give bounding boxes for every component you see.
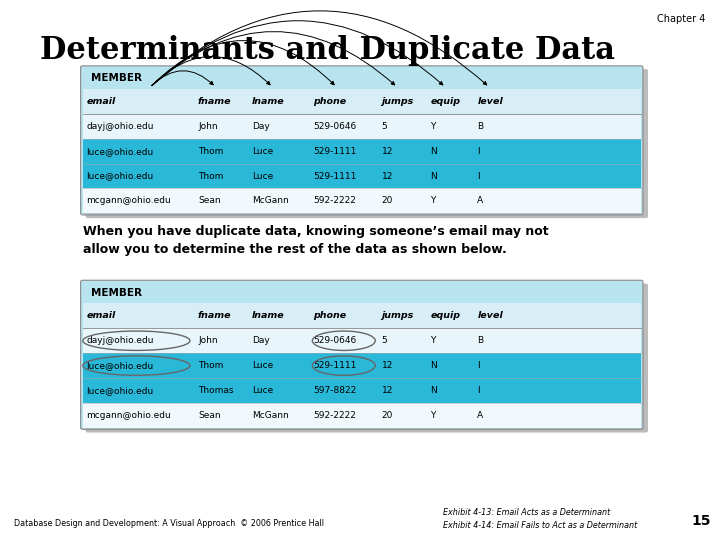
Text: jumps: jumps <box>382 97 414 106</box>
Text: 592-2222: 592-2222 <box>313 411 356 420</box>
Text: A: A <box>477 411 484 420</box>
Text: Thom: Thom <box>198 172 223 180</box>
FancyBboxPatch shape <box>83 403 641 428</box>
Text: Luce: Luce <box>252 361 274 370</box>
Text: 5: 5 <box>382 122 387 131</box>
Text: Luce: Luce <box>252 147 274 156</box>
Text: equip: equip <box>431 97 461 106</box>
FancyBboxPatch shape <box>86 284 648 433</box>
FancyBboxPatch shape <box>83 89 641 114</box>
Text: MEMBER: MEMBER <box>91 73 143 83</box>
Text: fname: fname <box>198 97 232 106</box>
Text: dayj@ohio.edu: dayj@ohio.edu <box>86 122 154 131</box>
Text: 529-1111: 529-1111 <box>313 172 356 180</box>
Text: N: N <box>431 361 437 370</box>
Text: mcgann@ohio.edu: mcgann@ohio.edu <box>86 197 171 205</box>
Text: dayj@ohio.edu: dayj@ohio.edu <box>86 336 154 345</box>
Text: Y: Y <box>431 411 436 420</box>
Text: equip: equip <box>431 312 461 320</box>
FancyBboxPatch shape <box>83 164 641 188</box>
FancyBboxPatch shape <box>83 139 641 164</box>
Text: N: N <box>431 386 437 395</box>
Text: Determinants and Duplicate Data: Determinants and Duplicate Data <box>40 35 615 66</box>
FancyBboxPatch shape <box>83 353 641 378</box>
Text: Sean: Sean <box>198 411 220 420</box>
Text: I: I <box>477 361 480 370</box>
Text: luce@ohio.edu: luce@ohio.edu <box>86 361 153 370</box>
Text: mcgann@ohio.edu: mcgann@ohio.edu <box>86 411 171 420</box>
FancyBboxPatch shape <box>83 188 641 213</box>
FancyBboxPatch shape <box>83 114 641 139</box>
Text: Exhibit 4-14: Email Fails to Act as a Determinant: Exhibit 4-14: Email Fails to Act as a De… <box>443 521 637 530</box>
FancyBboxPatch shape <box>81 66 643 215</box>
Text: level: level <box>477 97 503 106</box>
Text: email: email <box>86 312 116 320</box>
FancyBboxPatch shape <box>83 328 641 353</box>
Text: Y: Y <box>431 122 436 131</box>
Text: Luce: Luce <box>252 386 274 395</box>
Text: Day: Day <box>252 122 270 131</box>
Text: 12: 12 <box>382 172 393 180</box>
Text: Y: Y <box>431 197 436 205</box>
Text: 592-2222: 592-2222 <box>313 197 356 205</box>
Text: Day: Day <box>252 336 270 345</box>
Text: McGann: McGann <box>252 197 289 205</box>
Text: Luce: Luce <box>252 172 274 180</box>
Text: lname: lname <box>252 312 284 320</box>
Text: Database Design and Development: A Visual Approach  © 2006 Prentice Hall: Database Design and Development: A Visua… <box>14 519 325 528</box>
Text: Thom: Thom <box>198 361 223 370</box>
Text: N: N <box>431 172 437 180</box>
Text: 15: 15 <box>692 514 711 528</box>
Text: Sean: Sean <box>198 197 220 205</box>
Text: John: John <box>198 122 217 131</box>
Text: B: B <box>477 336 484 345</box>
Text: 529-0646: 529-0646 <box>313 122 356 131</box>
Text: 597-8822: 597-8822 <box>313 386 356 395</box>
Text: luce@ohio.edu: luce@ohio.edu <box>86 386 153 395</box>
FancyBboxPatch shape <box>83 378 641 403</box>
Text: lname: lname <box>252 97 284 106</box>
Text: When you have duplicate data, knowing someone’s email may not
allow you to deter: When you have duplicate data, knowing so… <box>83 225 549 256</box>
Text: I: I <box>477 172 480 180</box>
Text: I: I <box>477 147 480 156</box>
Text: A: A <box>477 197 484 205</box>
Text: luce@ohio.edu: luce@ohio.edu <box>86 172 153 180</box>
Text: 12: 12 <box>382 386 393 395</box>
Text: fname: fname <box>198 312 232 320</box>
FancyBboxPatch shape <box>86 69 648 218</box>
Text: 5: 5 <box>382 336 387 345</box>
Text: luce@ohio.edu: luce@ohio.edu <box>86 147 153 156</box>
Text: jumps: jumps <box>382 312 414 320</box>
Text: Exhibit 4-13: Email Acts as a Determinant: Exhibit 4-13: Email Acts as a Determinan… <box>443 508 610 517</box>
Text: Chapter 4: Chapter 4 <box>657 14 706 24</box>
Text: Y: Y <box>431 336 436 345</box>
Text: McGann: McGann <box>252 411 289 420</box>
FancyBboxPatch shape <box>83 303 641 328</box>
Text: email: email <box>86 97 116 106</box>
Text: N: N <box>431 147 437 156</box>
Text: 12: 12 <box>382 361 393 370</box>
Text: Thom: Thom <box>198 147 223 156</box>
Text: 529-0646: 529-0646 <box>313 336 356 345</box>
FancyBboxPatch shape <box>81 280 643 429</box>
Text: phone: phone <box>313 97 346 106</box>
Text: 20: 20 <box>382 411 393 420</box>
Text: 529-1111: 529-1111 <box>313 147 356 156</box>
Text: phone: phone <box>313 312 346 320</box>
Text: 12: 12 <box>382 147 393 156</box>
Text: I: I <box>477 386 480 395</box>
Text: 20: 20 <box>382 197 393 205</box>
Text: John: John <box>198 336 217 345</box>
Text: MEMBER: MEMBER <box>91 288 143 298</box>
Text: B: B <box>477 122 484 131</box>
Text: 529-1111: 529-1111 <box>313 361 356 370</box>
Text: level: level <box>477 312 503 320</box>
Text: Thomas: Thomas <box>198 386 233 395</box>
